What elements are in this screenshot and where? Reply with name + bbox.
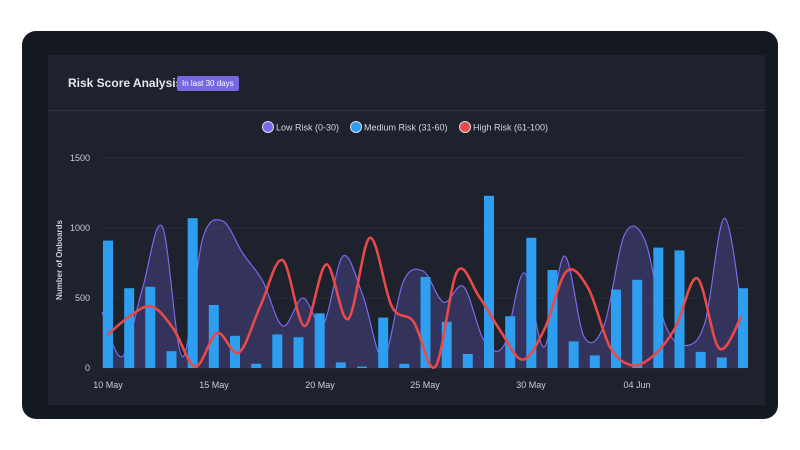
medium-risk-bar [674, 250, 685, 368]
medium-risk-bar [441, 321, 452, 368]
medium-risk-bar [716, 357, 727, 368]
y-tick-label: 500 [75, 293, 90, 303]
medium-risk-bar [547, 270, 558, 368]
y-tick-label: 0 [85, 363, 90, 373]
legend-swatch-1 [350, 121, 362, 133]
medium-risk-bar [124, 288, 135, 368]
y-tick-label: 1500 [70, 153, 90, 163]
medium-risk-bar [357, 366, 367, 368]
x-tick-label: 15 May [199, 380, 229, 390]
medium-risk-bar [166, 351, 177, 368]
medium-risk-bar [420, 277, 431, 368]
medium-risk-bar [103, 240, 113, 368]
medium-risk-bar [187, 218, 198, 368]
medium-risk-bar [505, 316, 516, 368]
chart-axes: 0 500 1000 1500 Number of Onboards 10 May 15 M… [55, 153, 651, 390]
medium-risk-bar [378, 317, 389, 368]
medium-risk-bar [293, 337, 304, 368]
medium-risk-bar [611, 289, 621, 368]
x-tick-label: 25 May [410, 380, 440, 390]
medium-risk-bar [484, 195, 494, 368]
legend-swatch-2 [459, 121, 471, 133]
medium-risk-bar [653, 247, 664, 368]
low-risk-area-line [101, 217, 746, 359]
medium-risk-bar [738, 288, 748, 368]
x-tick-label: 10 May [93, 380, 123, 390]
legend-label-2: High Risk (61-100) [473, 123, 548, 133]
medium-risk-bar [272, 334, 283, 368]
medium-risk-bar [526, 237, 537, 368]
period-badge: In last 30 days [177, 76, 239, 91]
medium-risk-bar [695, 351, 706, 368]
legend-swatch-0 [262, 121, 274, 133]
medium-risk-bar [399, 363, 410, 368]
high-risk-line [106, 236, 743, 369]
medium-risk-bar [314, 313, 325, 368]
card-header: Risk Score Analysis In last 30 days [48, 55, 765, 111]
legend-label-1: Medium Risk (31-60) [364, 123, 448, 133]
y-axis-label: Number of Onboards [55, 219, 64, 300]
medium-risk-bar [145, 286, 156, 368]
legend-label-0: Low Risk (0-30) [276, 123, 339, 133]
medium-risk-bar [462, 354, 473, 368]
medium-risk-bar [335, 362, 346, 368]
medium-risk-bar [251, 363, 262, 368]
medium-risk-bar [589, 355, 600, 368]
x-tick-label: 20 May [305, 380, 335, 390]
x-tick-label: 30 May [516, 380, 546, 390]
y-tick-label: 1000 [70, 223, 90, 233]
high-risk-line-series [106, 236, 743, 369]
risk-score-card: Risk Score Analysis In last 30 days [48, 55, 765, 405]
medium-risk-bar [568, 341, 579, 368]
chart-legend: Low Risk (0-30) Medium Risk (31-60) High R… [262, 121, 548, 133]
card-title: Risk Score Analysis [68, 76, 183, 90]
medium-risk-bar [632, 279, 643, 368]
x-tick-label: 04 Jun [623, 380, 650, 390]
